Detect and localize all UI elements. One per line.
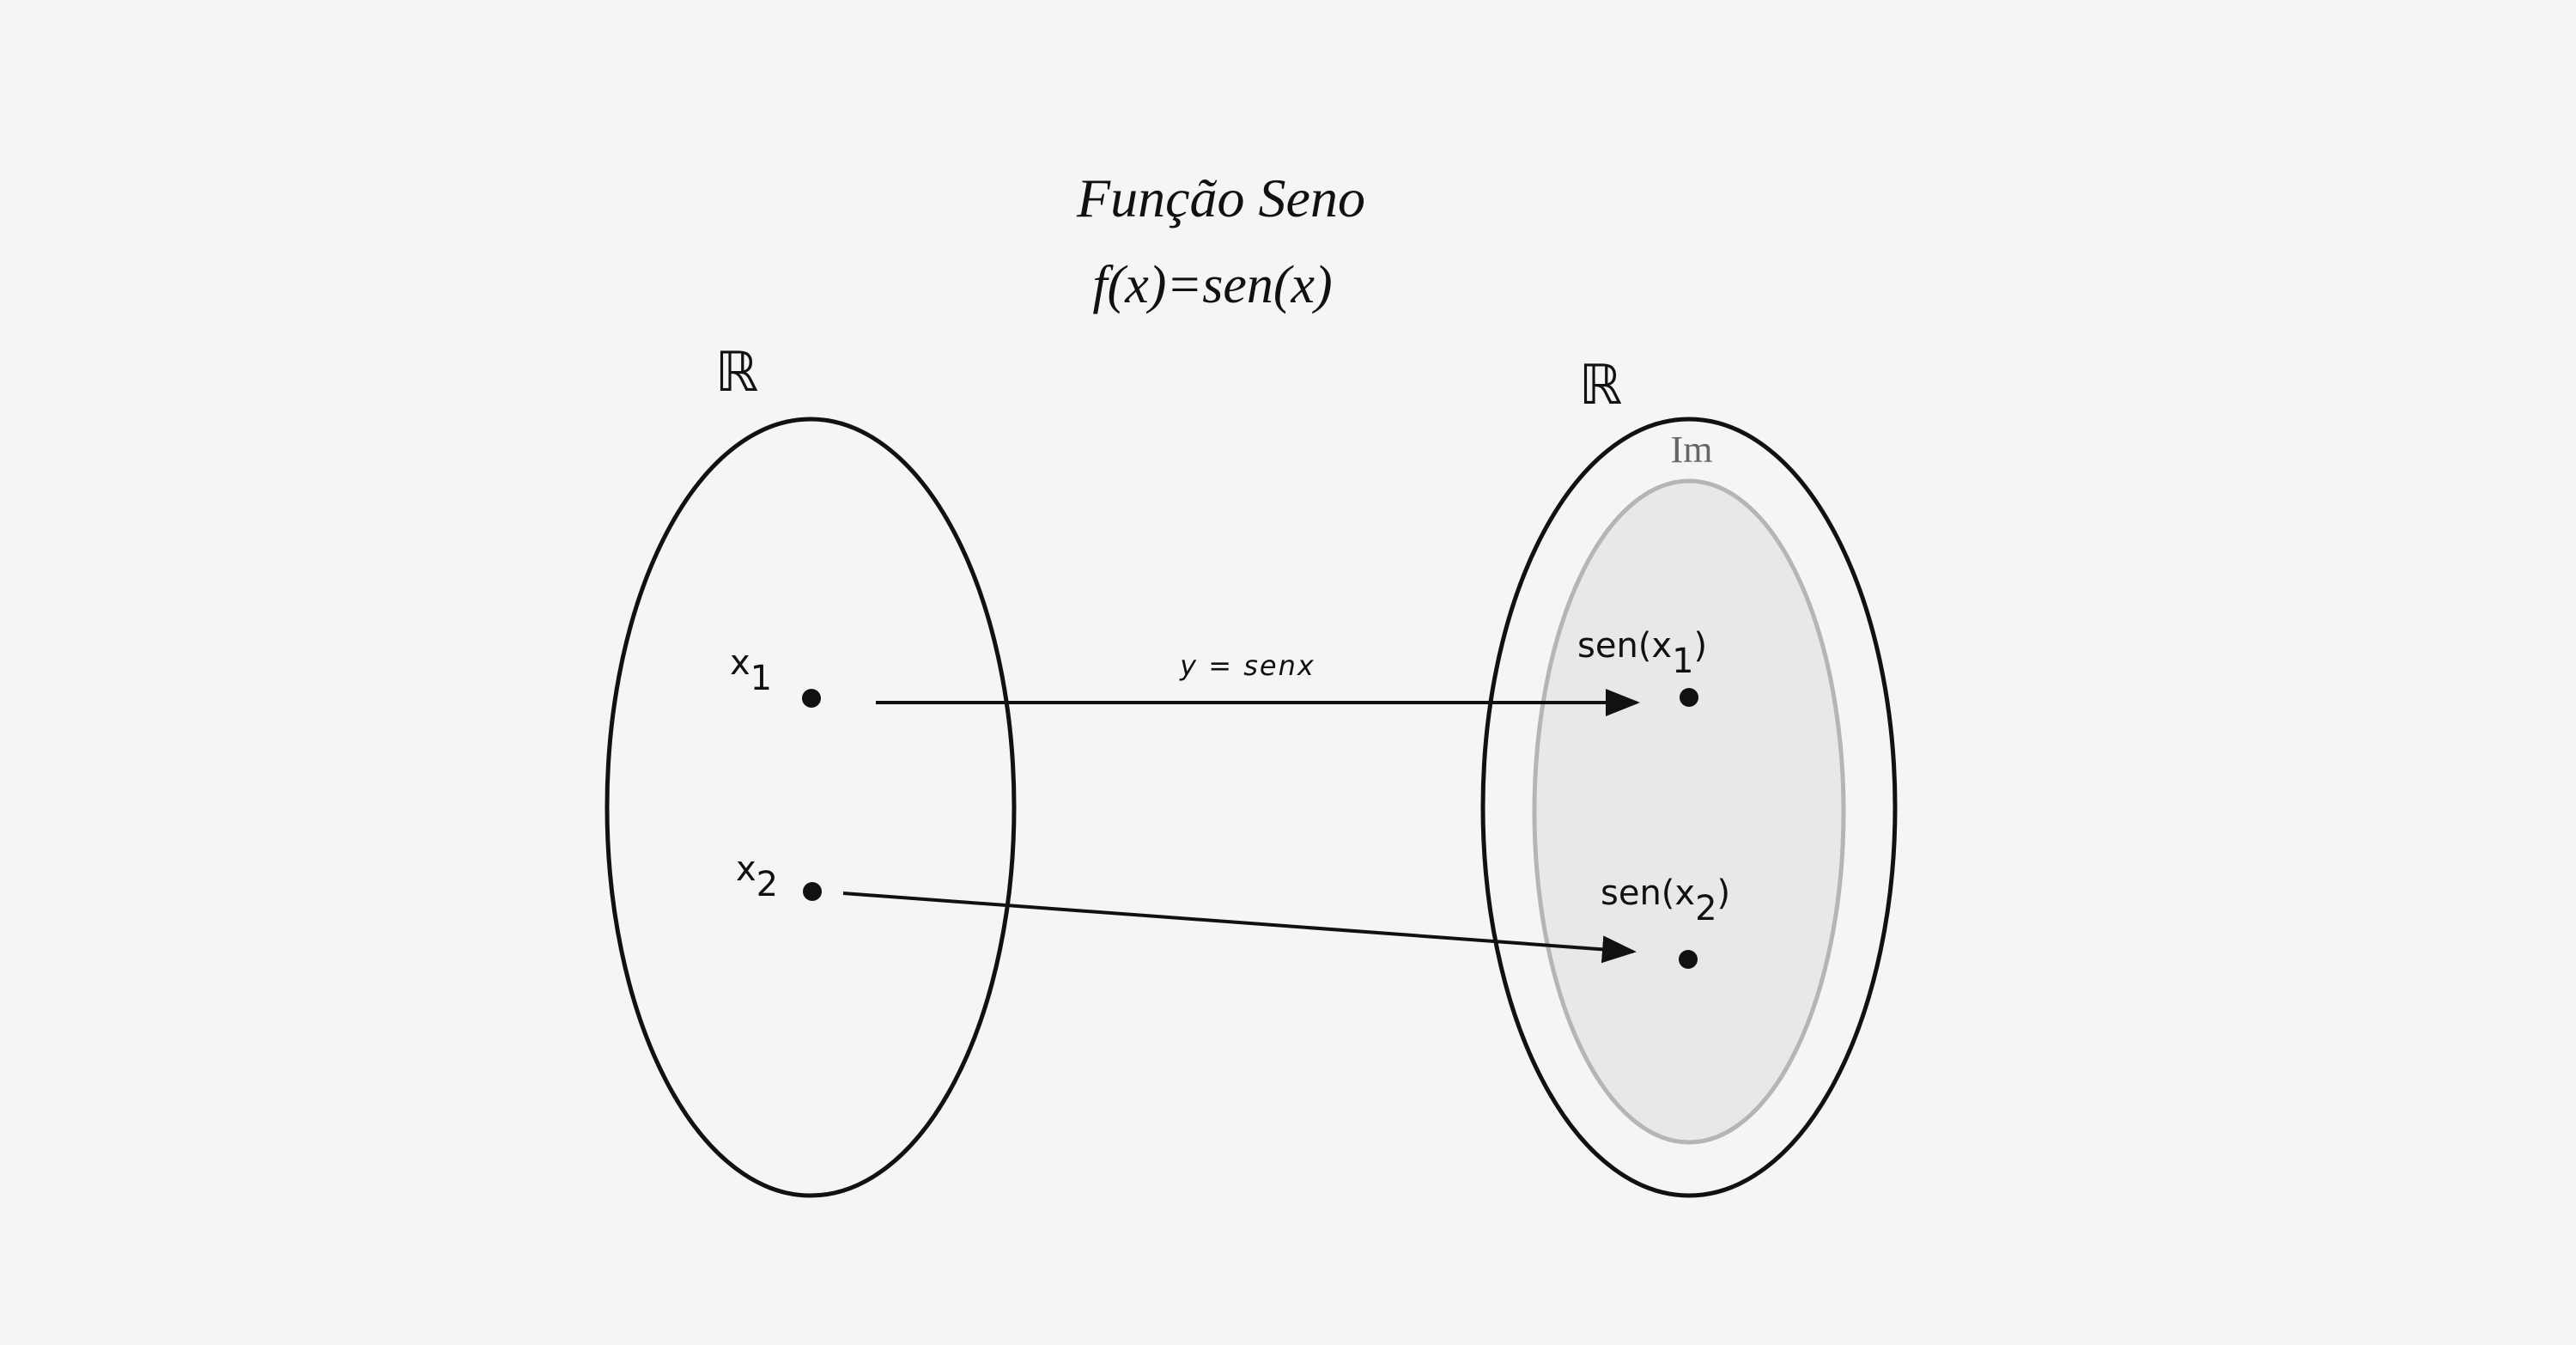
image-point-label-sen-x1: sen(x1): [1577, 626, 1707, 681]
image-set: [1532, 478, 1846, 1145]
diagram-title: Função Seno: [1076, 167, 1365, 228]
diagram-formula: f(x)=sen(x): [1092, 256, 1332, 314]
domain-set-label: ℝ: [715, 341, 759, 405]
domain-point-x1: [802, 689, 821, 708]
domain-point-label-x1: x1: [730, 643, 772, 698]
image-point-sen-x2: [1679, 950, 1698, 969]
mapping-arrow-x2: [842, 892, 1637, 964]
codomain-set: [1480, 417, 1898, 1198]
image-point-sen-x1: [1680, 688, 1698, 707]
codomain-set-label: ℝ: [1579, 354, 1623, 417]
mapping-arrow-label: y = senx: [1179, 649, 1315, 682]
image-point-label-sen-x2: sen(x2): [1601, 873, 1730, 928]
domain-point-label-x2: x2: [736, 849, 778, 904]
domain-point-x2: [803, 882, 822, 901]
domain-set: [605, 417, 1017, 1198]
image-set-label: Im: [1671, 429, 1713, 471]
